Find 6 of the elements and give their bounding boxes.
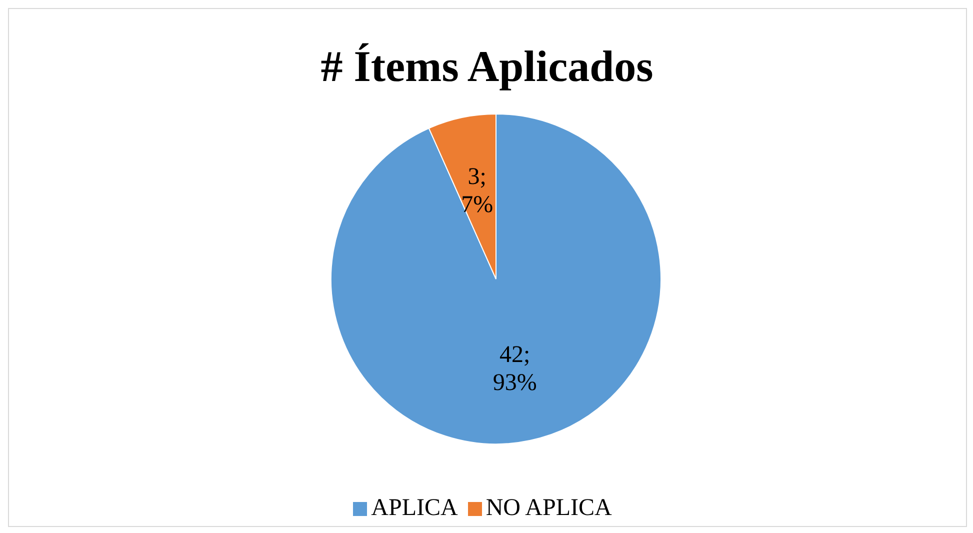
legend-label: APLICA — [371, 495, 458, 521]
chart-title: # Ítems Aplicados — [320, 42, 654, 91]
data-label: 42; 93% — [492, 342, 537, 396]
legend-label: NO APLICA — [486, 495, 612, 521]
data-label: 3; 7% — [461, 164, 494, 218]
pie-slice — [330, 114, 662, 444]
